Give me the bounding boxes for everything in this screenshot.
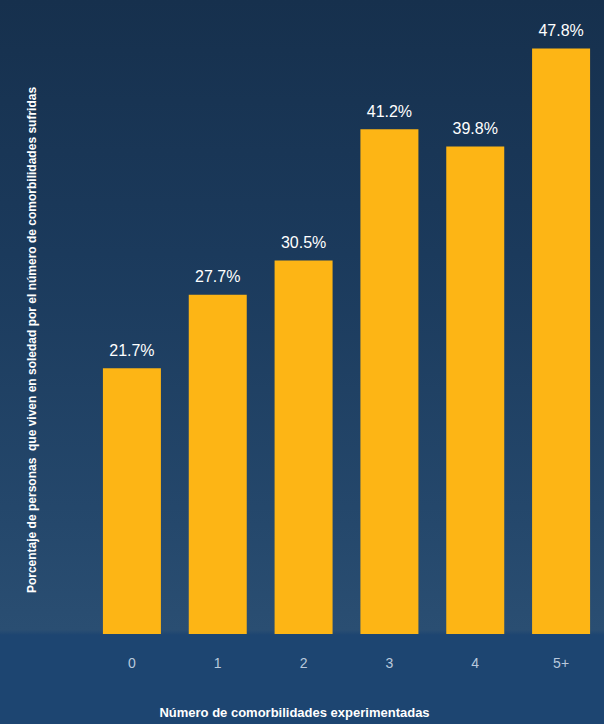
svg-text:47.8%: 47.8%: [538, 22, 583, 39]
svg-text:41.2%: 41.2%: [367, 103, 412, 120]
svg-text:1: 1: [214, 655, 222, 671]
svg-text:Porcentaje de personas que vi: Porcentaje de personas que viven en sole…: [25, 87, 39, 593]
svg-text:5+: 5+: [553, 655, 569, 671]
svg-text:3: 3: [386, 655, 394, 671]
svg-text:30.5%: 30.5%: [281, 234, 326, 251]
svg-text:21.7%: 21.7%: [109, 342, 154, 359]
svg-text:4: 4: [471, 655, 479, 671]
svg-text:39.8%: 39.8%: [453, 120, 498, 137]
svg-text:0: 0: [128, 655, 136, 671]
svg-text:Número de comorbilidades exper: Número de comorbilidades experimentadas: [159, 705, 429, 720]
svg-text:2: 2: [300, 655, 308, 671]
svg-text:27.7%: 27.7%: [195, 268, 240, 285]
